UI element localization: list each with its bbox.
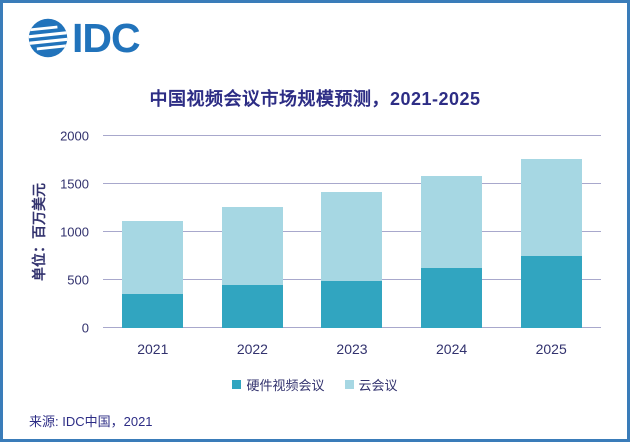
bar-2023-segment-硬件视频会议 xyxy=(321,280,383,328)
source-note: 来源: IDC中国，2021 xyxy=(29,414,153,429)
legend: 硬件视频会议 云会议 xyxy=(3,375,627,394)
idc-globe-icon xyxy=(27,18,69,58)
bar-2022 xyxy=(221,136,283,328)
gridline-2000 xyxy=(103,135,601,136)
legend-label: 硬件视频会议 xyxy=(246,378,325,393)
bar-2022-segment-硬件视频会议 xyxy=(221,285,283,328)
x-axis-labels: 2021 2022 2023 2024 2025 xyxy=(103,341,601,357)
bar-2022-segment-云会议 xyxy=(221,207,283,286)
idc-logo-text: IDC xyxy=(72,15,141,61)
gridline-1500 xyxy=(103,183,601,184)
x-axis-label-2024: 2024 xyxy=(436,341,468,357)
y-axis-tick-labels: 0 500 1000 1500 2000 xyxy=(47,129,95,336)
idc-logo: IDC xyxy=(27,15,141,61)
bar-2025 xyxy=(520,136,582,328)
x-axis-label-2021: 2021 xyxy=(137,341,169,357)
bar-2025-segment-云会议 xyxy=(520,159,582,257)
y-tick-label-1500: 1500 xyxy=(60,176,89,192)
bar-2025-segment-硬件视频会议 xyxy=(520,256,582,328)
legend-swatch-icon xyxy=(232,380,242,389)
legend-swatch-icon xyxy=(344,380,354,389)
legend-item-硬件视频会议: 硬件视频会议 xyxy=(232,375,325,394)
y-tick-label-0: 0 xyxy=(81,320,89,336)
legend-label: 云会议 xyxy=(358,378,398,393)
x-axis-label-2022: 2022 xyxy=(236,341,268,357)
y-axis-unit-label: 单位：百万美元 xyxy=(31,183,47,281)
bar-2024-segment-硬件视频会议 xyxy=(421,267,483,328)
y-tick-label-500: 500 xyxy=(67,272,89,288)
plot-area xyxy=(103,135,601,328)
bar-2024-segment-云会议 xyxy=(421,175,483,268)
bars-container xyxy=(103,136,601,328)
chart-title: 中国视频会议市场规模预测，2021-2025 xyxy=(149,89,481,109)
y-tick-label-1000: 1000 xyxy=(60,224,89,240)
bar-2021-segment-云会议 xyxy=(122,221,184,294)
bar-2023-segment-云会议 xyxy=(321,192,383,281)
x-axis-label-2025: 2025 xyxy=(535,341,567,357)
legend-item-云会议: 云会议 xyxy=(344,375,398,394)
x-axis-label-2023: 2023 xyxy=(336,341,368,357)
y-tick-label-2000: 2000 xyxy=(60,128,89,144)
bar-2023 xyxy=(321,136,383,328)
bar-2024 xyxy=(421,136,483,328)
bar-2021 xyxy=(122,136,184,328)
bar-2021-segment-硬件视频会议 xyxy=(122,293,184,328)
